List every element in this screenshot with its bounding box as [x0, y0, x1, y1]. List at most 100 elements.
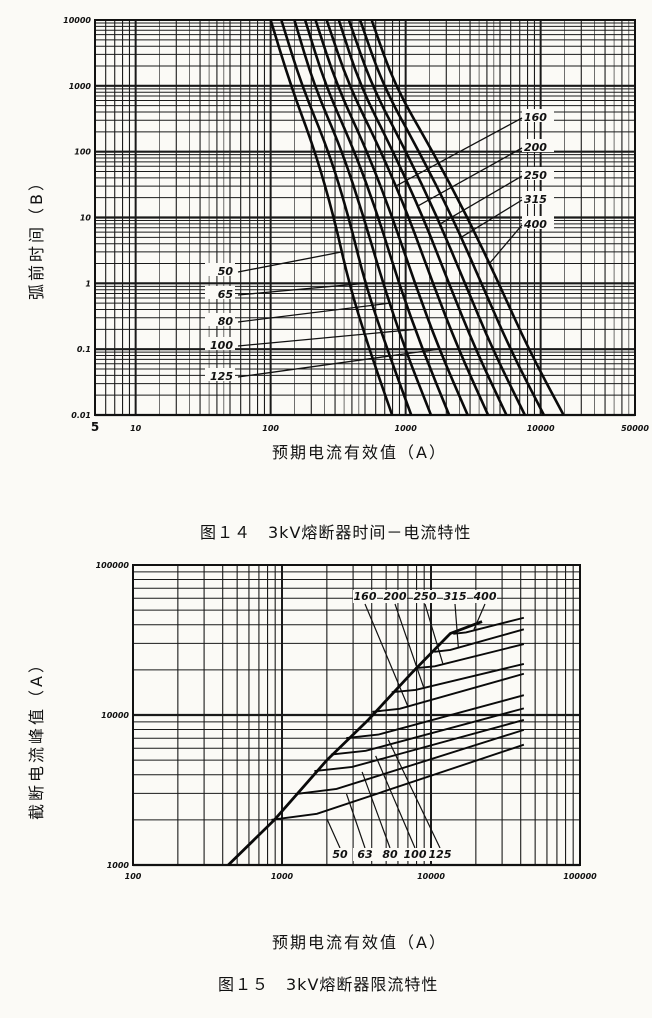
cutoff-line-125 — [346, 694, 525, 739]
x-tick-label: 50000 — [621, 424, 649, 433]
curve-100 — [303, 19, 451, 416]
leader-line-400 — [473, 603, 486, 630]
leader-line-315 — [454, 603, 459, 648]
chart-current-limiting: 100 1000 10000 100000 100000 10000 1000 50 63 80 1… — [96, 561, 598, 881]
curve-65 — [280, 19, 413, 416]
curve-label-65: 65 — [218, 288, 234, 301]
y-tick-label: 100 — [74, 148, 91, 157]
chart1-x-axis-label: 预期电流有效值（A） — [272, 443, 447, 462]
plot-frame — [94, 19, 636, 416]
label-bg — [473, 590, 497, 603]
label-bg — [522, 167, 554, 180]
curve-label-125: 125 — [210, 370, 233, 383]
leader-line-65 — [237, 282, 366, 296]
envelope-curve — [227, 620, 483, 867]
cutoff-line-160 — [372, 672, 525, 713]
x-tick-label: 1000 — [271, 872, 294, 881]
y-tick-label: 10000 — [101, 711, 129, 720]
cutoff-line-50 — [271, 743, 525, 821]
leader-line-200 — [394, 603, 425, 688]
plot-frame — [132, 564, 581, 866]
label-bg — [353, 848, 377, 861]
y-tick-label: 10 — [80, 214, 92, 223]
curve-label-400: 400 — [523, 218, 547, 231]
chart1-y-axis-label: 弧前时间（B） — [27, 172, 46, 300]
curve-200 — [337, 19, 508, 416]
y-tick-label: 1 — [85, 279, 91, 288]
curve-label-80: 80 — [382, 848, 398, 861]
curve-label-250: 250 — [414, 590, 437, 603]
leader-line-63 — [345, 793, 366, 849]
label-bg — [413, 590, 437, 603]
label-bg — [383, 590, 407, 603]
curve-400 — [370, 19, 565, 416]
y-tick-label: 1000 — [107, 861, 130, 870]
cutoff-line-80 — [314, 719, 525, 772]
leader-line-50 — [326, 818, 341, 849]
chart2-x-axis-label: 预期电流有效值（A） — [272, 933, 447, 952]
x-tick-label: 10000 — [417, 872, 445, 881]
label-bg — [522, 216, 554, 229]
x-tick-label: 100 — [125, 872, 142, 881]
x-tick-label: 10000 — [527, 424, 555, 433]
label-bg — [205, 313, 235, 326]
curve-label-63: 63 — [357, 848, 373, 861]
cutoff-line-250 — [415, 643, 525, 670]
curve-label-50: 50 — [218, 265, 234, 278]
figure-15-caption: 图１５ 3kV熔断器限流特性 — [218, 975, 438, 994]
chart-time-current: 5 10 100 1000 10000 50000 10000 1000 100 10 1 0.1 0.… — [63, 16, 649, 434]
cutoff-line-400 — [453, 616, 525, 635]
leader-line-400 — [488, 224, 523, 264]
leader-line-50 — [237, 251, 342, 273]
cutoff-line-63 — [295, 728, 525, 796]
curve-label-125: 125 — [429, 848, 452, 861]
curve-label-200: 200 — [384, 590, 407, 603]
curve-label-160: 160 — [354, 590, 377, 603]
label-bg — [328, 848, 352, 861]
label-bg — [353, 590, 377, 603]
cutoff-line-100 — [330, 707, 525, 756]
label-bg — [403, 848, 427, 861]
leader-line-100 — [237, 328, 416, 347]
chart2-y-axis-label: 截断电流峰值（A） — [27, 654, 46, 820]
curve-315 — [358, 19, 546, 416]
label-bg — [522, 109, 554, 122]
y-tick-label: 0.01 — [71, 411, 91, 420]
x-tick-label: 10 — [130, 424, 142, 433]
x-tick-label: 100000 — [563, 872, 597, 881]
y-tick-label: 100000 — [96, 561, 130, 570]
curve-label-100: 100 — [210, 339, 233, 352]
label-bg — [378, 848, 402, 861]
curve-label-250: 250 — [524, 169, 547, 182]
leader-line-125 — [387, 739, 441, 849]
label-bg — [205, 337, 235, 350]
curve-label-315: 315 — [524, 193, 547, 206]
label-bg — [443, 590, 467, 603]
x-tick-label: 100 — [262, 424, 279, 433]
cutoff-line-200 — [391, 662, 525, 694]
curve-250 — [347, 19, 527, 416]
curve-160 — [325, 19, 490, 416]
curve-label-200: 200 — [524, 141, 547, 154]
curve-80 — [293, 19, 433, 416]
curve-label-315: 315 — [444, 590, 467, 603]
leader-line-80 — [237, 302, 390, 323]
curve-label-80: 80 — [218, 315, 234, 328]
label-bg — [205, 368, 235, 381]
label-bg — [428, 848, 452, 861]
leader-line-315 — [460, 199, 523, 238]
curve-label-160: 160 — [524, 111, 547, 124]
curve-label-100: 100 — [404, 848, 427, 861]
label-bg — [205, 263, 235, 276]
leader-line-250 — [424, 603, 444, 664]
leader-line-200 — [417, 147, 523, 207]
y-tick-label: 0.1 — [77, 345, 91, 354]
leader-line-125 — [237, 348, 440, 378]
leader-line-160 — [395, 117, 523, 187]
leader-line-100 — [375, 755, 416, 849]
curve-50 — [269, 19, 394, 416]
x-tick-label: 1000 — [395, 424, 418, 433]
leader-line-160 — [364, 603, 409, 707]
curve-125 — [314, 19, 469, 416]
label-bg — [205, 286, 235, 299]
